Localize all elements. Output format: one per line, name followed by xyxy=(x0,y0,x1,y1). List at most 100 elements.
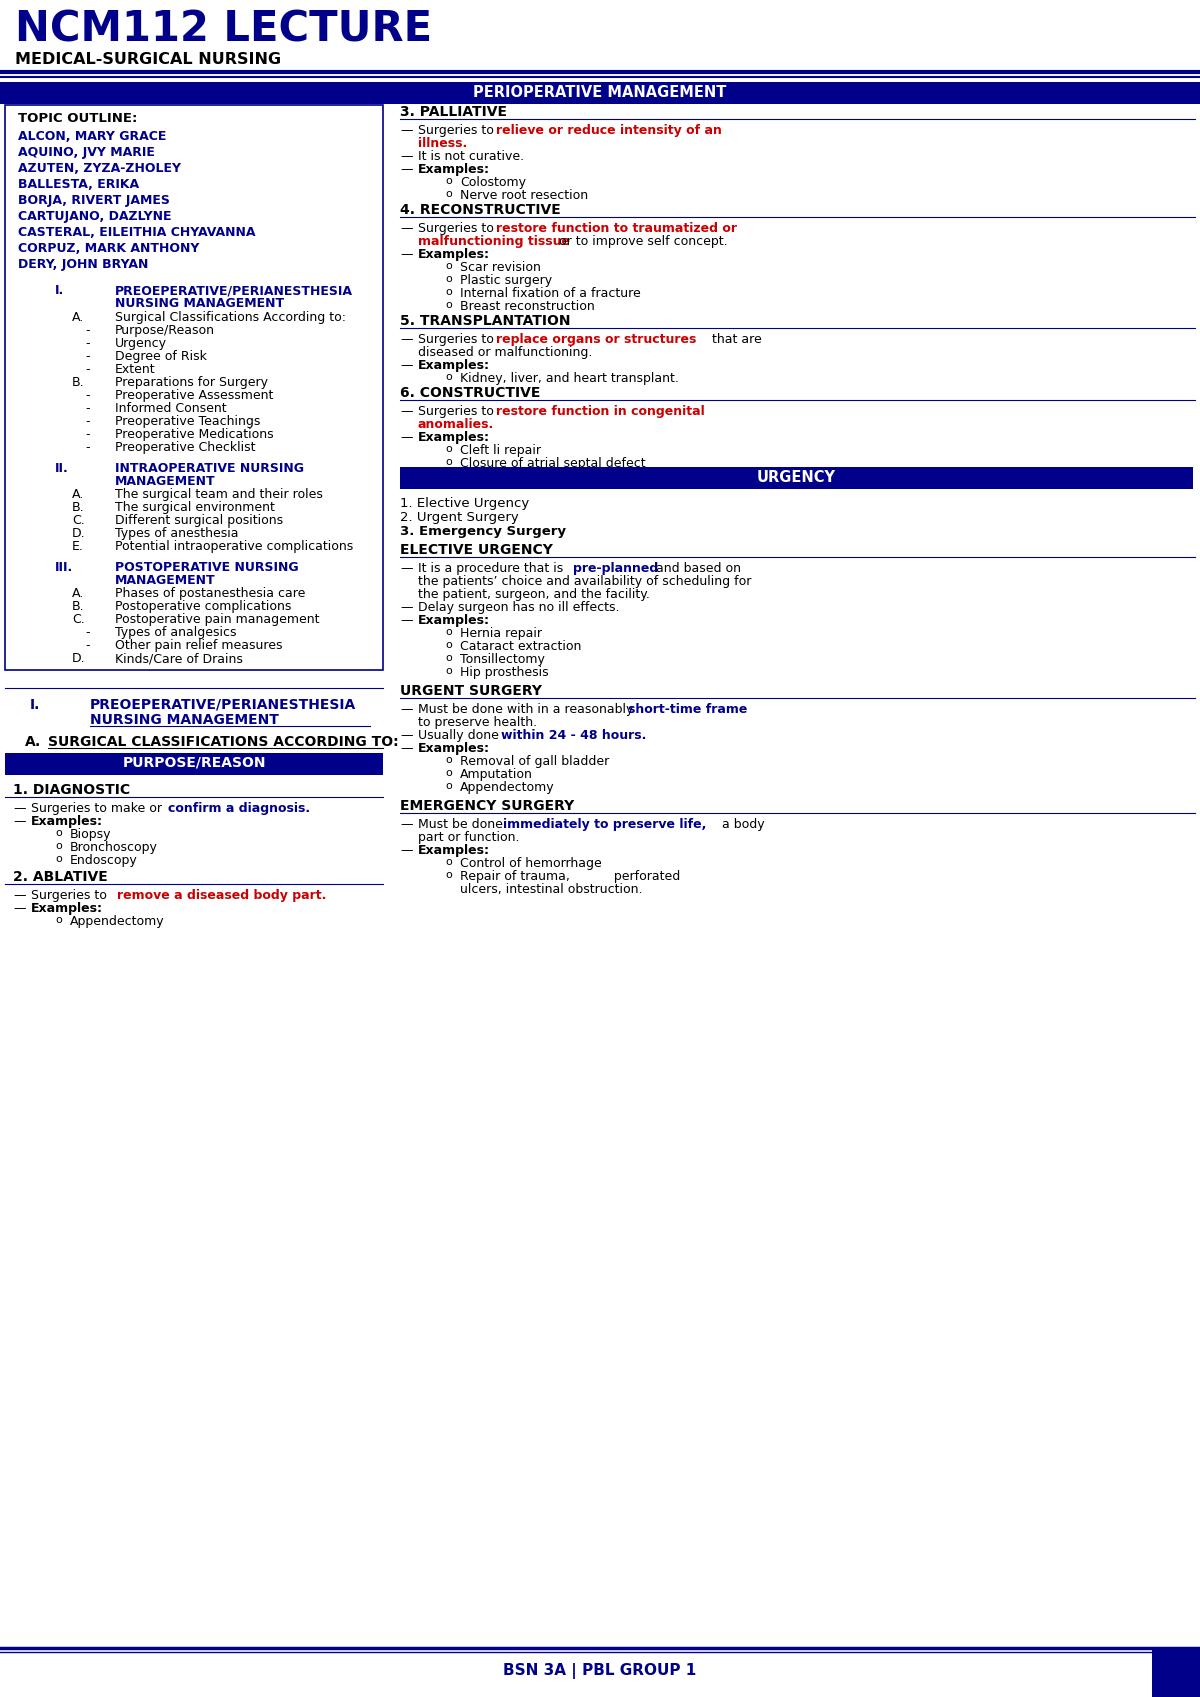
Text: Delay surgeon has no ill effects.: Delay surgeon has no ill effects. xyxy=(418,601,619,614)
Text: o: o xyxy=(445,755,451,765)
Text: —: — xyxy=(400,360,413,372)
Text: Nerve root resection: Nerve root resection xyxy=(460,188,588,202)
Bar xyxy=(5,753,383,776)
Text: —: — xyxy=(400,843,413,857)
Text: Surgeries to: Surgeries to xyxy=(31,889,110,903)
Text: I.: I. xyxy=(55,283,65,297)
Text: Hip prosthesis: Hip prosthesis xyxy=(460,665,548,679)
Text: Hernia repair: Hernia repair xyxy=(460,626,542,640)
Text: E.: E. xyxy=(72,540,84,553)
Text: C.: C. xyxy=(72,514,85,528)
Text: PURPOSE/REASON: PURPOSE/REASON xyxy=(122,755,265,770)
Text: o: o xyxy=(445,261,451,272)
Text: -: - xyxy=(85,363,90,377)
Text: o: o xyxy=(445,372,451,382)
Text: DERY, JOHN BRYAN: DERY, JOHN BRYAN xyxy=(18,258,149,272)
Text: o: o xyxy=(445,456,451,467)
Text: PREOEPERATIVE/PERIANESTHESIA: PREOEPERATIVE/PERIANESTHESIA xyxy=(90,697,356,713)
Text: —: — xyxy=(400,406,413,417)
Text: 1. DIAGNOSTIC: 1. DIAGNOSTIC xyxy=(13,782,130,798)
Text: Surgeries to: Surgeries to xyxy=(418,222,498,234)
Text: Colostomy: Colostomy xyxy=(460,176,526,188)
Text: The surgical team and their roles: The surgical team and their roles xyxy=(115,489,323,501)
Text: -: - xyxy=(85,441,90,455)
Text: II.: II. xyxy=(55,462,68,475)
Text: B.: B. xyxy=(72,501,85,514)
Text: NCM112 LECTURE: NCM112 LECTURE xyxy=(14,8,432,49)
Text: o: o xyxy=(445,769,451,777)
Text: Control of hemorrhage: Control of hemorrhage xyxy=(460,857,601,871)
Text: immediately to preserve life,: immediately to preserve life, xyxy=(503,818,707,832)
Text: o: o xyxy=(55,842,61,850)
Text: malfunctioning tissue: malfunctioning tissue xyxy=(418,234,570,248)
Text: Closure of atrial septal defect: Closure of atrial septal defect xyxy=(460,456,646,470)
Text: —: — xyxy=(400,601,413,614)
Text: Postoperative complications: Postoperative complications xyxy=(115,601,292,613)
Text: Internal fixation of a fracture: Internal fixation of a fracture xyxy=(460,287,641,300)
Text: Surgical Classifications According to:: Surgical Classifications According to: xyxy=(115,311,346,324)
Text: Types of anesthesia: Types of anesthesia xyxy=(115,528,239,540)
Text: D.: D. xyxy=(72,652,85,665)
Text: —: — xyxy=(400,149,413,163)
Text: o: o xyxy=(55,828,61,838)
Text: and based on: and based on xyxy=(652,562,742,575)
Text: o: o xyxy=(55,915,61,925)
Text: Cataract extraction: Cataract extraction xyxy=(460,640,581,653)
Text: Examples:: Examples: xyxy=(418,843,490,857)
Text: o: o xyxy=(445,857,451,867)
Text: B.: B. xyxy=(72,601,85,613)
Text: -: - xyxy=(85,324,90,338)
Text: Repair of trauma,           perforated: Repair of trauma, perforated xyxy=(460,871,680,882)
Text: CORPUZ, MARK ANTHONY: CORPUZ, MARK ANTHONY xyxy=(18,243,199,255)
Text: -: - xyxy=(85,428,90,441)
Text: Phases of postanesthesia care: Phases of postanesthesia care xyxy=(115,587,305,601)
Text: —: — xyxy=(400,730,413,742)
Text: The surgical environment: The surgical environment xyxy=(115,501,275,514)
Text: MANAGEMENT: MANAGEMENT xyxy=(115,574,216,587)
Text: o: o xyxy=(445,188,451,199)
Text: 5. TRANSPLANTATION: 5. TRANSPLANTATION xyxy=(400,314,570,328)
Text: —: — xyxy=(400,818,413,832)
Text: INTRAOPERATIVE NURSING: INTRAOPERATIVE NURSING xyxy=(115,462,304,475)
Text: that are: that are xyxy=(708,333,762,346)
Text: o: o xyxy=(445,300,451,311)
Text: NURSING MANAGEMENT: NURSING MANAGEMENT xyxy=(90,713,278,726)
Text: part or function.: part or function. xyxy=(418,832,520,843)
Text: —: — xyxy=(400,431,413,445)
Text: Different surgical positions: Different surgical positions xyxy=(115,514,283,528)
Text: —: — xyxy=(13,803,25,815)
Text: Urgency: Urgency xyxy=(115,338,167,350)
Text: Examples:: Examples: xyxy=(31,815,103,828)
Text: PERIOPERATIVE MANAGEMENT: PERIOPERATIVE MANAGEMENT xyxy=(473,85,727,100)
Text: o: o xyxy=(445,871,451,881)
Text: Removal of gall bladder: Removal of gall bladder xyxy=(460,755,610,769)
Text: I.: I. xyxy=(30,697,41,713)
Text: Surgeries to make or: Surgeries to make or xyxy=(31,803,166,815)
Text: o: o xyxy=(445,445,451,455)
Text: Purpose/Reason: Purpose/Reason xyxy=(115,324,215,338)
Text: Examples:: Examples: xyxy=(418,248,490,261)
Text: Preparations for Surgery: Preparations for Surgery xyxy=(115,377,268,389)
Text: diseased or malfunctioning.: diseased or malfunctioning. xyxy=(418,346,593,360)
Text: illness.: illness. xyxy=(418,137,467,149)
Text: Tonsillectomy: Tonsillectomy xyxy=(460,653,545,665)
Text: anomalies.: anomalies. xyxy=(418,417,494,431)
Text: confirm a diagnosis.: confirm a diagnosis. xyxy=(168,803,310,815)
Text: ALCON, MARY GRACE: ALCON, MARY GRACE xyxy=(18,131,167,143)
Text: Postoperative pain management: Postoperative pain management xyxy=(115,613,319,626)
Text: —: — xyxy=(400,742,413,755)
Text: Breast reconstruction: Breast reconstruction xyxy=(460,300,595,312)
Text: Amputation: Amputation xyxy=(460,769,533,781)
Text: CASTERAL, EILEITHIA CHYAVANNA: CASTERAL, EILEITHIA CHYAVANNA xyxy=(18,226,256,239)
Text: —: — xyxy=(13,815,25,828)
Text: —: — xyxy=(400,222,413,234)
Text: A.: A. xyxy=(72,489,84,501)
Text: D.: D. xyxy=(72,528,85,540)
Text: Usually done: Usually done xyxy=(418,730,503,742)
Text: Examples:: Examples: xyxy=(418,431,490,445)
Text: 3. Emergency Surgery: 3. Emergency Surgery xyxy=(400,524,566,538)
Text: Extent: Extent xyxy=(115,363,156,377)
Text: o: o xyxy=(445,781,451,791)
Text: Examples:: Examples: xyxy=(31,903,103,915)
Text: Plastic surgery: Plastic surgery xyxy=(460,273,552,287)
